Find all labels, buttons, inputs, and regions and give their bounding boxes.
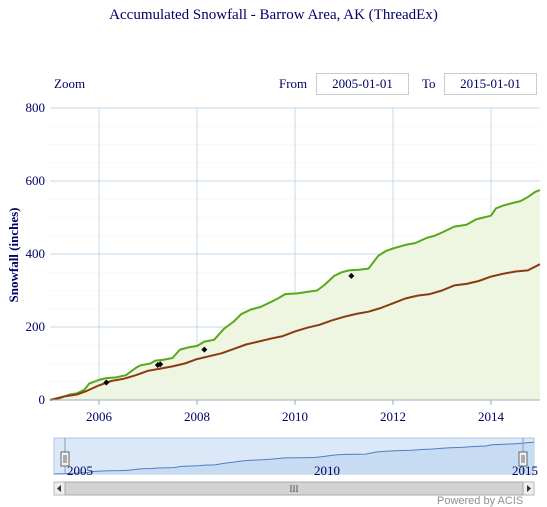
scroll-right-arrow-icon[interactable] <box>527 485 531 492</box>
y-tick-label: 800 <box>26 100 46 115</box>
navigator-handle-left[interactable] <box>60 451 70 467</box>
credit-link[interactable]: Powered by ACIS <box>437 495 524 507</box>
to-label: To <box>422 76 436 91</box>
scrollbar-thumb <box>64 481 524 496</box>
navigator-tick-label: 2005 <box>67 463 93 478</box>
navigator[interactable]: 2005 2010 2015 III <box>53 437 538 496</box>
from-date-input[interactable] <box>316 73 409 95</box>
from-label: From <box>279 76 308 91</box>
y-tick-label: 200 <box>26 319 46 334</box>
handle-body <box>60 451 70 467</box>
series-line-0 <box>49 189 541 401</box>
chart-title: Accumulated Snowfall - Barrow Area, AK (… <box>109 7 438 23</box>
navigator-line <box>53 441 535 475</box>
x-tick-label: 2014 <box>478 409 505 424</box>
to-date-input[interactable] <box>444 73 537 95</box>
x-tick-label: 2012 <box>380 409 406 424</box>
navigator-handle-right[interactable] <box>518 451 528 467</box>
x-tick-label: 2008 <box>184 409 210 424</box>
data-marker <box>103 379 110 386</box>
navigator-tick-label: 2015 <box>512 463 538 478</box>
y-axis-label: Snowfall (inches) <box>6 208 21 303</box>
y-tick-label: 400 <box>26 246 46 261</box>
data-marker <box>157 361 164 368</box>
plot-axes: 0 200 400 600 800 2006 2008 2010 2012 2014 <box>26 100 540 424</box>
y-tick-label: 600 <box>26 173 46 188</box>
x-tick-label: 2006 <box>86 409 113 424</box>
navigator-tick-label: 2010 <box>314 463 340 478</box>
zoom-label: Zoom <box>54 76 86 91</box>
plot-series <box>49 189 541 401</box>
y-tick-label: 0 <box>39 392 46 407</box>
x-tick-label: 2010 <box>282 409 308 424</box>
scrollbar-grip: III <box>290 484 299 494</box>
scroll-left-arrow-icon[interactable] <box>57 485 61 492</box>
handle-body <box>518 451 528 467</box>
data-marker <box>348 272 355 279</box>
series-line-1 <box>49 263 541 401</box>
navigator-scrollbar[interactable]: III <box>53 481 535 496</box>
data-marker <box>201 346 208 353</box>
